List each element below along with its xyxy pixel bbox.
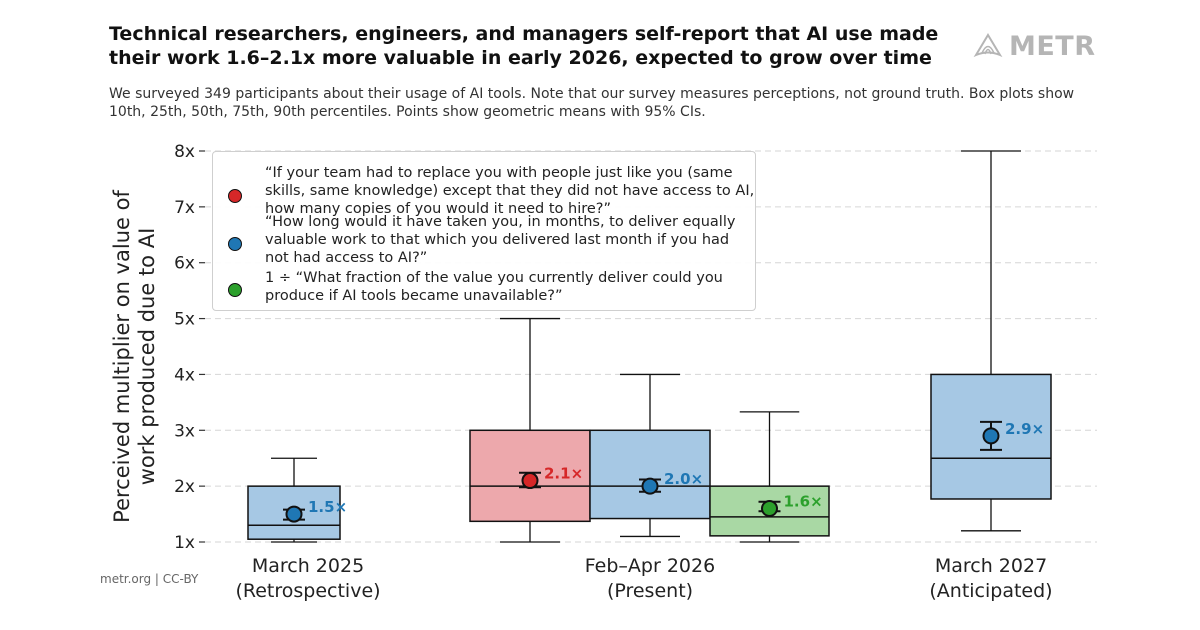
y-tick-label: 8x [174,142,195,162]
mean-point [521,472,539,490]
metr-logo: METR [973,28,1096,64]
metr-logo-icon [973,33,1003,58]
y-tick-label: 1x [174,533,195,553]
metr-logo-text: METR [1009,30,1096,62]
x-tick-label-line1: March 2025 [252,555,364,577]
legend-label: “If your team had to replace you with pe… [265,165,755,217]
mean-point [982,427,1000,445]
x-tick-label-line2: (Retrospective) [235,580,380,602]
y-tick-label: 5x [174,310,195,330]
y-axis-label-line2: work produced due to AI [135,228,159,486]
x-tick-label-line1: Feb–Apr 2026 [585,555,715,577]
mean-point [761,499,778,517]
y-tick-label: 4x [174,365,195,385]
chart-title: Technical researchers, engineers, and ma… [109,23,939,69]
legend-marker-red [228,189,242,203]
mean-value-label: 2.0× [664,470,703,488]
mean-value-label: 1.6× [784,492,823,510]
y-tick-label: 6x [174,254,195,274]
legend: “If your team had to replace you with pe… [212,151,756,311]
mean-point [641,477,659,495]
legend-marker-blue [228,237,242,251]
mean-value-label: 2.1× [544,465,583,483]
chart-subtitle: We surveyed 349 participants about their… [109,86,1075,120]
y-tick-label: 2x [174,477,195,497]
x-tick-label-line2: (Present) [607,580,693,602]
mean-value-label: 2.9× [1005,420,1044,438]
x-tick-label-line1: March 2027 [935,555,1047,577]
legend-marker-green [228,283,242,297]
mean-value-label: 1.5× [308,498,347,516]
y-tick-label: 7x [174,198,195,218]
y-axis-label-line1: Perceived multiplier on value of [110,190,134,523]
legend-label: 1 ÷ “What fraction of the value you curr… [265,270,723,304]
mean-point [285,505,303,523]
footer-credit: metr.org | CC-BY [100,572,199,586]
legend-label: “How long would it have taken you, in mo… [265,214,736,266]
y-tick-label: 3x [174,421,195,441]
x-tick-label-line2: (Anticipated) [929,580,1052,602]
box-months [589,429,711,520]
